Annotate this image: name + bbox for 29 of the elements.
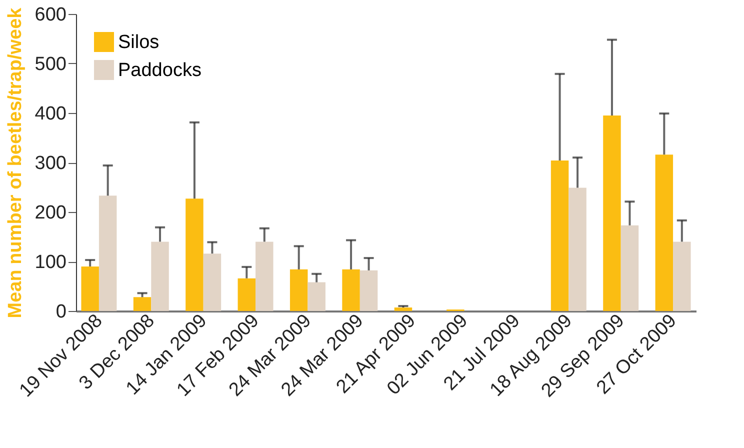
bar bbox=[238, 278, 256, 311]
bar bbox=[620, 225, 639, 311]
bar bbox=[360, 270, 378, 311]
bar bbox=[133, 297, 152, 311]
y-tick-label: 0 bbox=[56, 302, 66, 322]
bar bbox=[186, 198, 204, 311]
bar bbox=[550, 160, 569, 311]
bar bbox=[655, 154, 674, 311]
bar bbox=[203, 254, 222, 311]
bar bbox=[394, 308, 412, 311]
y-axis-title: Mean number of beetles/trap/week bbox=[4, 7, 26, 318]
y-tick-label: 100 bbox=[34, 252, 66, 273]
bar bbox=[81, 266, 99, 311]
bar bbox=[568, 188, 586, 311]
bar bbox=[673, 242, 691, 311]
y-tick-label: 500 bbox=[34, 54, 66, 75]
y-tick-label: 300 bbox=[34, 153, 66, 174]
y-tick-label: 200 bbox=[34, 202, 66, 224]
legend-label: Silos bbox=[118, 32, 160, 53]
bar bbox=[98, 196, 117, 311]
y-tick-label: 400 bbox=[34, 104, 66, 124]
bar bbox=[603, 115, 621, 311]
y-tick-label: 600 bbox=[34, 4, 66, 26]
bar bbox=[308, 282, 326, 311]
bar bbox=[342, 269, 360, 311]
bar bbox=[256, 242, 274, 311]
bar bbox=[151, 242, 169, 311]
legend-label: Paddocks bbox=[118, 60, 202, 81]
bar bbox=[290, 269, 308, 311]
